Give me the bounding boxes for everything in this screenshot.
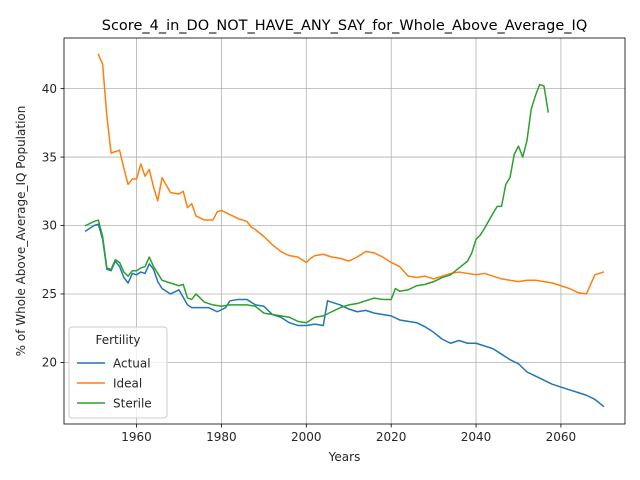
axes-spines [63, 37, 626, 425]
series-lines [84, 53, 605, 408]
legend-label-ideal: Ideal [113, 376, 142, 390]
y-tick-label: 30 [42, 219, 57, 233]
x-tick-label: 2000 [291, 430, 322, 444]
y-tick-label: 25 [42, 287, 57, 301]
x-axis-label: Years [328, 450, 361, 464]
legend: Fertility Actual Ideal Sterile [68, 326, 168, 419]
chart-title: Score_4_in_DO_NOT_HAVE_ANY_SAY_for_Whole… [102, 18, 588, 34]
x-tick-label: 1960 [121, 430, 152, 444]
series-line-actual [84, 223, 605, 408]
y-tick-label: 40 [42, 82, 57, 96]
ticks: 1960 1980 2000 2020 2040 2060 20 25 30 35 40 [42, 82, 576, 444]
y-tick-label: 20 [42, 356, 57, 370]
series-line-sterile [84, 83, 550, 324]
y-tick-label: 35 [42, 150, 57, 164]
x-tick-label: 1980 [206, 430, 237, 444]
legend-title: Fertility [95, 333, 140, 347]
x-tick-label: 2020 [376, 430, 407, 444]
legend-box [68, 326, 168, 419]
legend-label-sterile: Sterile [113, 396, 152, 410]
x-tick-label: 2060 [546, 430, 577, 444]
legend-label-actual: Actual [113, 356, 151, 370]
y-axis-label: % of Whole Above_Average_IQ Population [14, 106, 28, 357]
grid [64, 38, 625, 424]
axes-frame [63, 37, 626, 425]
x-tick-label: 2040 [461, 430, 492, 444]
series-line-ideal [97, 53, 605, 295]
